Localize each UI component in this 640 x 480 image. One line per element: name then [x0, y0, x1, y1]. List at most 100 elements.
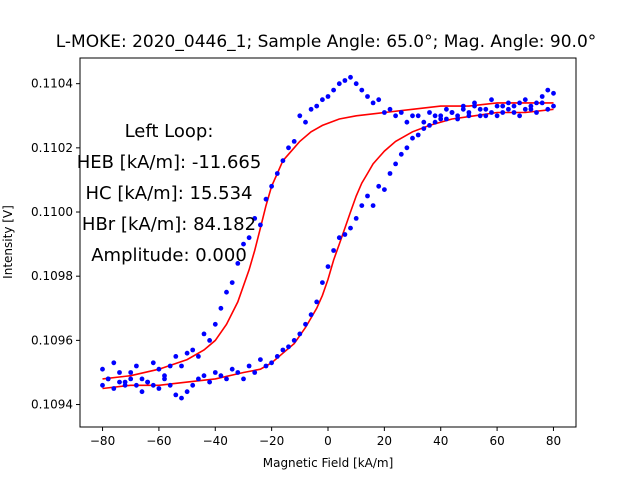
data-point: [320, 97, 325, 103]
data-point: [455, 113, 460, 119]
data-point: [472, 103, 477, 109]
data-point: [241, 376, 246, 382]
data-point: [167, 382, 173, 388]
data-point: [162, 376, 167, 382]
data-point: [545, 106, 551, 112]
data-point: [258, 222, 263, 228]
data-point: [393, 113, 398, 119]
data-point: [274, 171, 280, 176]
data-point: [353, 81, 359, 87]
y-tick-label: 0.1098: [31, 269, 73, 283]
data-point: [145, 379, 151, 385]
data-point: [415, 113, 421, 119]
data-point: [427, 123, 432, 128]
data-point: [342, 78, 348, 83]
data-point: [477, 106, 483, 112]
data-point: [212, 370, 218, 375]
data-point: [494, 103, 500, 109]
data-point: [291, 338, 297, 343]
fit-curve: [102, 108, 554, 390]
data-point: [432, 113, 438, 119]
data-point: [196, 354, 201, 359]
data-point: [404, 119, 410, 125]
data-point: [139, 376, 145, 382]
data-point: [325, 94, 331, 99]
data-point: [427, 110, 432, 115]
data-point: [511, 110, 517, 115]
data-point: [336, 235, 342, 241]
data-point: [506, 100, 511, 106]
data-point: [370, 100, 376, 106]
data-point: [235, 261, 241, 266]
data-point: [398, 110, 404, 115]
data-point: [325, 264, 331, 269]
data-point: [269, 360, 274, 366]
x-tick-label: −40: [203, 434, 228, 448]
data-point: [365, 94, 370, 99]
data-point: [207, 338, 213, 343]
x-axis-label: Magnetic Field [kA/m]: [263, 456, 394, 470]
data-point: [167, 363, 173, 369]
data-point: [308, 312, 314, 318]
data-point: [534, 100, 539, 106]
data-point: [539, 100, 545, 106]
annotation-line-4: HBr [kA/m]: 84.182: [82, 214, 256, 235]
data-point: [156, 366, 162, 372]
data-point: [421, 119, 427, 125]
y-tick-label: 0.1100: [31, 205, 73, 219]
data-point: [235, 370, 241, 375]
data-point: [291, 139, 297, 144]
data-point: [258, 357, 263, 362]
data-point: [517, 113, 522, 119]
data-point: [128, 376, 134, 382]
data-point: [201, 331, 207, 337]
data-point: [393, 161, 398, 167]
data-point: [353, 216, 359, 221]
data-point: [297, 331, 303, 337]
data-point: [376, 183, 382, 189]
data-point: [404, 145, 410, 151]
data-point: [449, 110, 455, 115]
x-tick-label: 20: [377, 434, 392, 448]
data-point: [444, 116, 449, 122]
x-axis: −80 −60 −40 −20 0 20 40 60 80: [90, 427, 561, 448]
data-point: [179, 395, 184, 401]
data-point: [359, 203, 365, 209]
data-point: [303, 119, 308, 125]
data-point: [382, 187, 387, 193]
data-point: [207, 379, 213, 385]
data-point: [128, 370, 134, 375]
data-point: [224, 289, 229, 295]
data-point: [308, 106, 314, 112]
data-point: [528, 103, 534, 109]
data-point: [218, 373, 224, 379]
x-tick-label: 40: [433, 434, 448, 448]
y-axis: 0.1094 0.1096 0.1098 0.1100 0.1102 0.1104: [31, 77, 80, 412]
data-point: [196, 376, 201, 382]
data-point: [489, 97, 494, 103]
data-point: [506, 106, 511, 112]
data-point: [229, 366, 235, 372]
data-point: [111, 360, 117, 366]
y-tick-label: 0.1096: [31, 333, 73, 347]
data-point: [398, 151, 404, 157]
data-point: [359, 87, 365, 93]
data-point: [190, 347, 196, 353]
data-point: [477, 113, 483, 119]
scatter-points: [100, 74, 556, 401]
data-point: [179, 363, 184, 369]
y-tick-label: 0.1102: [31, 141, 73, 155]
data-point: [100, 382, 105, 388]
data-point: [500, 103, 506, 109]
annotation-line-1: Left Loop:: [125, 121, 214, 142]
data-point: [331, 248, 336, 253]
data-point: [539, 94, 545, 99]
data-point: [280, 347, 286, 353]
data-point: [483, 113, 489, 119]
plot-area: [79, 57, 577, 428]
data-point: [348, 225, 353, 231]
y-axis-label: Intensity [V]: [1, 205, 15, 279]
data-point: [551, 90, 556, 96]
data-point: [522, 106, 528, 112]
data-point: [212, 321, 218, 327]
